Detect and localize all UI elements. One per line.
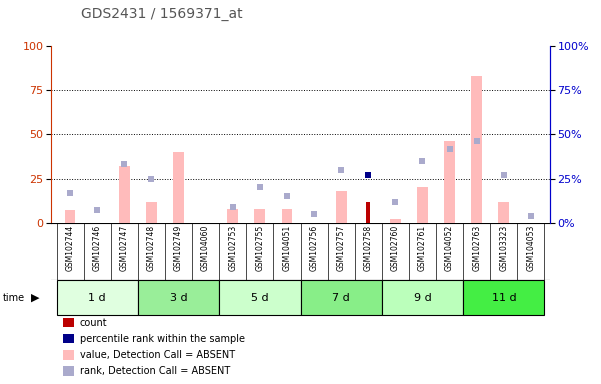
Text: rank, Detection Call = ABSENT: rank, Detection Call = ABSENT [80,366,230,376]
Text: 11 d: 11 d [492,293,516,303]
Bar [146,202,157,223]
Bar [219,280,300,315]
Text: GSM102760: GSM102760 [391,225,400,271]
Text: GSM102747: GSM102747 [120,225,129,271]
Text: GSM102748: GSM102748 [147,225,156,271]
Bar [463,280,545,315]
Text: GSM102749: GSM102749 [174,225,183,271]
Bar [281,209,292,223]
Bar [382,280,463,315]
Text: GSM102753: GSM102753 [228,225,237,271]
Bar [138,280,219,315]
Text: 5 d: 5 d [251,293,269,303]
Text: GSM102755: GSM102755 [255,225,264,271]
Bar [471,76,482,223]
Text: 7 d: 7 d [332,293,350,303]
Text: GSM102763: GSM102763 [472,225,481,271]
Bar [417,187,428,223]
Text: 3 d: 3 d [169,293,188,303]
Text: time: time [3,293,25,303]
Bar [173,152,184,223]
Bar [498,202,509,223]
Bar [390,219,401,223]
Text: GSM104060: GSM104060 [201,225,210,271]
Bar [300,280,382,315]
Text: GDS2431 / 1569371_at: GDS2431 / 1569371_at [81,7,243,21]
Bar [227,209,238,223]
Text: value, Detection Call = ABSENT: value, Detection Call = ABSENT [80,350,235,360]
Text: ▶: ▶ [31,293,40,303]
Text: GSM103323: GSM103323 [499,225,508,271]
Bar [336,191,347,223]
Text: GSM104053: GSM104053 [526,225,535,271]
Bar [366,202,370,223]
Text: GSM102744: GSM102744 [66,225,75,271]
Text: 1 d: 1 d [88,293,106,303]
Text: GSM102746: GSM102746 [93,225,102,271]
Text: GSM102761: GSM102761 [418,225,427,271]
Text: GSM104052: GSM104052 [445,225,454,271]
Text: 9 d: 9 d [413,293,432,303]
Text: percentile rank within the sample: percentile rank within the sample [80,334,245,344]
Bar [254,209,265,223]
Text: GSM104051: GSM104051 [282,225,291,271]
Text: GSM102756: GSM102756 [310,225,319,271]
Text: GSM102757: GSM102757 [337,225,346,271]
Bar [119,166,130,223]
Text: count: count [80,318,108,328]
Bar [56,280,138,315]
Bar [65,210,76,223]
Bar [444,141,455,223]
Text: GSM102758: GSM102758 [364,225,373,271]
